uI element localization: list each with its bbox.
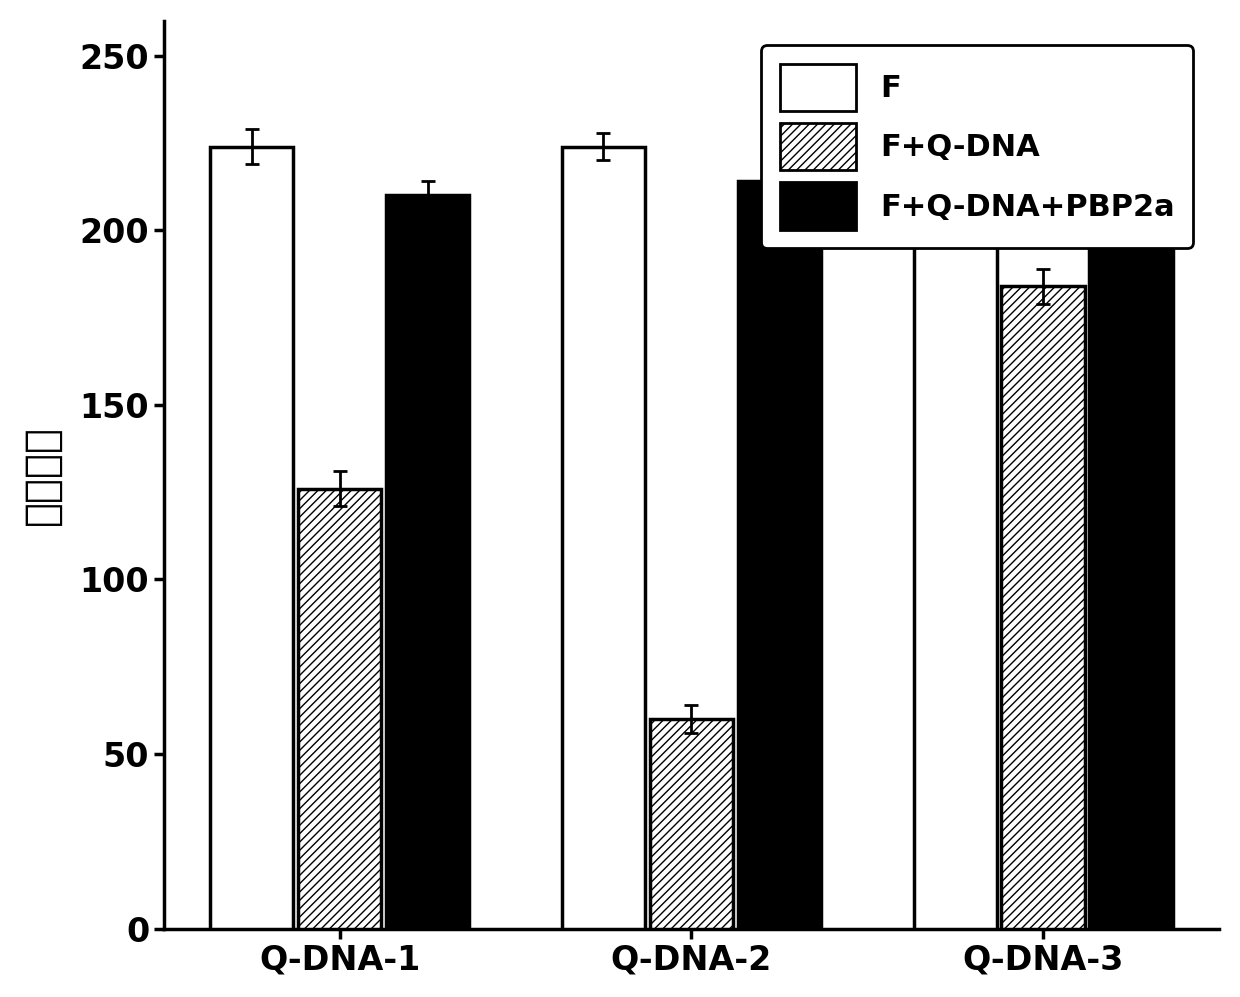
- Bar: [650, 719, 733, 928]
- Bar: [914, 147, 997, 928]
- Legend: F, F+Q-DNA, F+Q-DNA+PBP2a: F, F+Q-DNA, F+Q-DNA+PBP2a: [761, 45, 1193, 248]
- Bar: [1090, 188, 1173, 928]
- Bar: [298, 489, 382, 928]
- Bar: [738, 181, 821, 928]
- Bar: [386, 195, 470, 928]
- Bar: [562, 147, 645, 928]
- Bar: [210, 147, 294, 928]
- Y-axis label: 荆光强度: 荆光强度: [21, 425, 63, 524]
- Bar: [1002, 286, 1085, 928]
